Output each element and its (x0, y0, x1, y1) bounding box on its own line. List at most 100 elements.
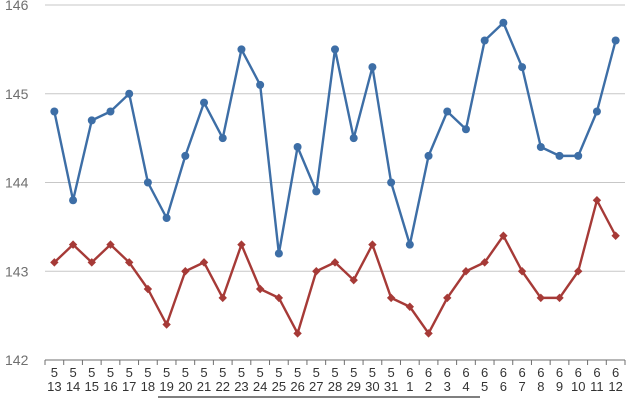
series-0-point (69, 196, 78, 205)
series-1-point (555, 293, 564, 303)
series-0-point (274, 249, 283, 258)
series-0-point (293, 143, 302, 151)
series-1-point (50, 258, 59, 267)
series-1-point (424, 329, 433, 338)
series-0-point (312, 187, 321, 196)
series-1-point (461, 267, 471, 276)
x-tick-label: 5 23 (234, 365, 248, 394)
x-tick-label: 5 22 (216, 365, 230, 394)
series-1-point (255, 284, 265, 294)
series-0-point (592, 107, 601, 116)
x-tick-label: 5 30 (365, 365, 379, 394)
series-1-point (237, 240, 246, 249)
y-axis-labels: 142 143 144 145 146 (5, 0, 29, 368)
series-0-point (480, 36, 489, 45)
series-1-point (87, 258, 96, 267)
series-0-point (200, 98, 209, 107)
series-1-point (68, 240, 78, 249)
series-1-point (368, 240, 377, 249)
x-tick-label: 5 16 (103, 365, 117, 394)
x-tick-label: 5 13 (47, 365, 61, 394)
x-tick-label: 5 14 (66, 365, 80, 394)
series-1-point (517, 267, 527, 276)
series-1-point (574, 267, 583, 276)
series-1-point (293, 329, 302, 338)
x-tick-label: 5 27 (309, 365, 323, 394)
x-tick-label: 6 10 (571, 365, 585, 394)
series-1-point (106, 240, 115, 249)
series-0-point (405, 240, 414, 249)
x-tick-label: 5 19 (159, 365, 173, 394)
series-1-point (181, 267, 190, 276)
y-tick-label: 142 (5, 352, 29, 368)
series-0-point (162, 214, 171, 222)
series-1-point (124, 258, 134, 267)
series-0 (50, 18, 620, 258)
series-0-point (443, 107, 452, 116)
series-0-point (574, 151, 583, 160)
series-1-point (143, 284, 153, 294)
x-tick-label: 5 28 (328, 365, 342, 394)
series-0-point (424, 151, 433, 160)
series-1-point (162, 320, 171, 329)
series-0-point (125, 89, 134, 98)
x-tick-label: 5 26 (290, 365, 304, 394)
y-tick-label: 144 (5, 175, 29, 191)
x-axis-labels: 5 13 5 14 5 15 5 16 5 17 5 18 5 19 5 20 5 21 5 22 5 23 5 24 5 25 5… (47, 365, 623, 394)
series-0-point (555, 151, 564, 160)
series-1-point (199, 258, 209, 267)
x-tick-label: 5 18 (141, 365, 155, 394)
series-1-point (330, 258, 340, 267)
series-1-point (312, 267, 321, 276)
x-tick-label: 6 11 (590, 365, 604, 394)
series-0-point (499, 18, 508, 27)
x-tick-label: 6 12 (608, 365, 622, 394)
series-0-point (331, 45, 339, 54)
series-1 (50, 196, 620, 338)
series-0-point (87, 116, 96, 125)
series-0-point (256, 80, 265, 89)
gridlines (45, 4, 625, 272)
series-1-line (53, 199, 617, 335)
series-1-point (218, 293, 227, 303)
series-0-point (611, 36, 620, 45)
series-0-point (387, 178, 396, 187)
y-tick-label: 146 (5, 0, 29, 13)
x-tick-label: 5 21 (197, 365, 211, 394)
series-1-point (536, 293, 546, 303)
series-0-point (536, 143, 545, 151)
series-1-point (443, 293, 452, 303)
x-tick-label: 5 29 (346, 365, 360, 394)
series-0-point (237, 45, 246, 54)
series-0-point (50, 107, 59, 116)
series-1-point (611, 231, 620, 240)
series-1-point (349, 275, 358, 285)
series-0-point (181, 151, 190, 160)
x-tick-label: 5 25 (272, 365, 286, 394)
series-1-point (499, 231, 508, 240)
series-0-point (106, 107, 115, 116)
axes (44, 359, 626, 398)
series-0-point (518, 63, 527, 72)
y-tick-label: 145 (5, 86, 29, 102)
x-tick-label: 5 31 (384, 365, 398, 394)
series-1-point (386, 293, 396, 303)
series-0-point (349, 134, 358, 143)
x-tick-label: 5 20 (178, 365, 192, 394)
x-tick-label: 5 15 (85, 365, 99, 394)
x-tick-label: 5 17 (122, 365, 136, 394)
series-0-line (53, 21, 617, 255)
series-0-point (461, 125, 470, 134)
series-1-point (480, 258, 489, 267)
series-1-point (274, 293, 284, 303)
